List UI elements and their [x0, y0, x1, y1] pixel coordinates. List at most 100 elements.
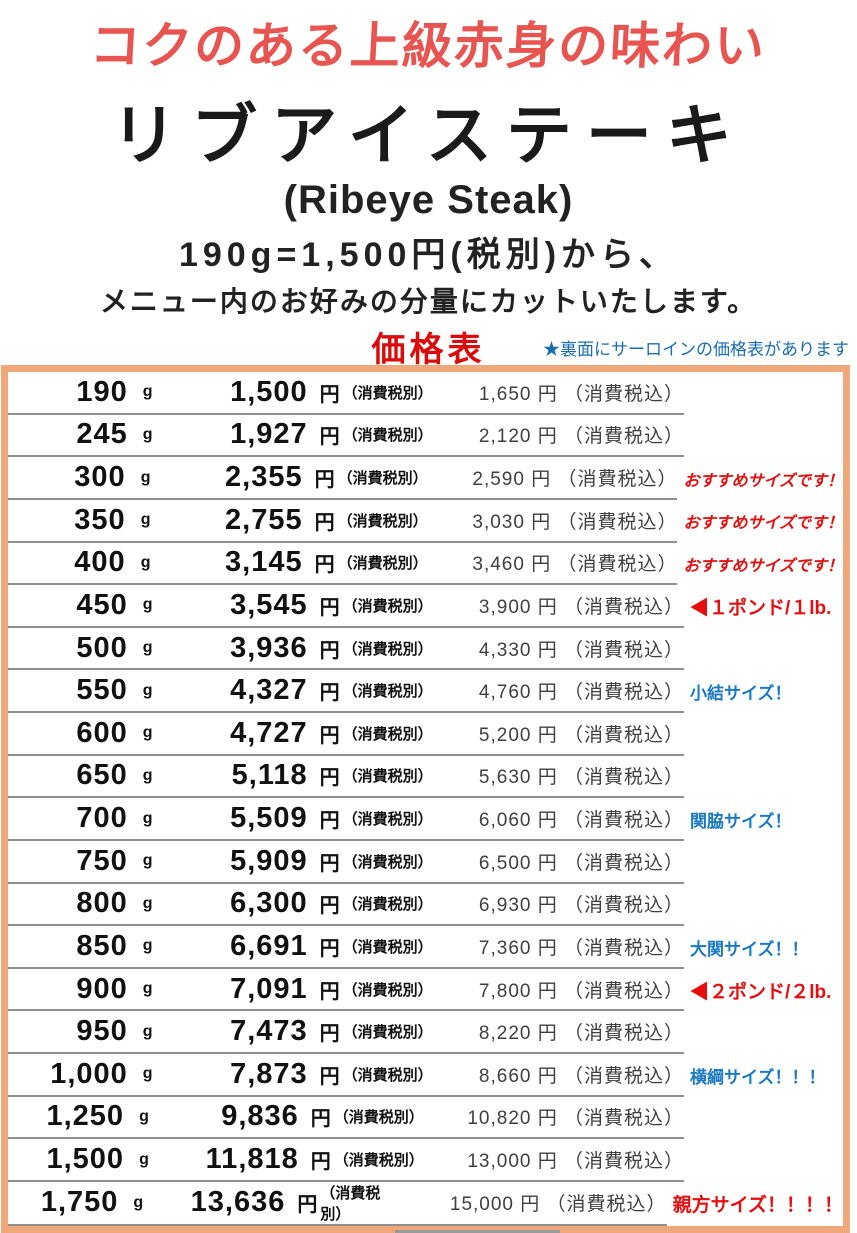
price-incl-value: 7,360 円 （消費税込） [478, 937, 685, 959]
weight-value: 1,500 [46, 1143, 125, 1176]
weight-value: 750 [76, 844, 128, 877]
table-row: 1,750 g 13,636 円 （消費税別） 15,000 円 （消費税込） … [8, 1182, 843, 1226]
tax-excl-label: （消費税別） [337, 555, 428, 573]
price-table: 190 g 1,500 円 （消費税別） 1,650 円 （消費税込） 245 … [1, 365, 850, 1233]
price-incl-value: 6,060 円 （消費税込） [478, 810, 685, 832]
table-caption-row: 価格表 ★裏面にサーロインの価格表があります [0, 322, 857, 370]
price-excl-value: 3,936 [230, 631, 308, 664]
weight-value: 500 [76, 631, 128, 664]
table-row-price-columns: 800 g 6,300 円 （消費税別） 6,930 円 （消費税込） [8, 884, 684, 927]
tax-excl-label: （消費税別） [337, 470, 428, 488]
price-excl-value: 7,091 [230, 972, 308, 1005]
price-excl-value: 11,818 [205, 1143, 299, 1176]
weight-value: 1,750 [40, 1186, 119, 1219]
table-row: 300 g 2,355 円 （消費税別） 2,590 円 （消費税込） おすすめ… [8, 457, 843, 500]
price-incl-value: 3,030 円 （消費税込） [472, 511, 678, 533]
weight-value: 300 [74, 461, 126, 494]
table-row: 350 g 2,755 円 （消費税別） 3,030 円 （消費税込） おすすめ… [8, 500, 843, 543]
price-excl-value: 1,500 [230, 375, 308, 408]
weight-value: 450 [76, 588, 128, 621]
size-note: おすすめサイズです！ [683, 472, 843, 490]
price-incl-value: 8,660 円 （消費税込） [478, 1065, 685, 1087]
tax-excl-label: （消費税別） [342, 853, 433, 871]
weight-value: 550 [76, 674, 128, 707]
yen-label: 円 [319, 895, 340, 918]
yen-label: 円 [319, 383, 340, 406]
weight-unit: g [142, 383, 153, 401]
price-excl-value: 6,300 [230, 887, 308, 920]
yen-label: 円 [310, 1151, 331, 1174]
table-row: 500 g 3,936 円 （消費税別） 4,330 円 （消費税込） [8, 628, 843, 671]
table-row: 450 g 3,545 円 （消費税別） 3,900 円 （消費税込） ◀１ポン… [8, 585, 843, 628]
size-note: 小結サイズ！ [690, 684, 792, 704]
table-row-price-columns: 550 g 4,327 円 （消費税別） 4,760 円 （消費税込） [8, 670, 684, 713]
weight-unit: g [142, 980, 153, 998]
size-note: 親方サイズ！！！！ [672, 1195, 843, 1217]
size-note [684, 713, 843, 756]
tax-excl-label: （消費税別） [333, 1152, 424, 1170]
weight-unit: g [139, 1107, 149, 1125]
price-excl-value: 5,909 [230, 844, 308, 877]
weight-value: 1,000 [50, 1057, 128, 1090]
table-row: 700 g 5,509 円 （消費税別） 6,060 円 （消費税込） 関脇サイ… [8, 798, 843, 841]
price-incl-value: 3,900 円 （消費税込） [478, 596, 685, 618]
price-table-rows: 190 g 1,500 円 （消費税別） 1,650 円 （消費税込） 245 … [8, 372, 843, 1226]
weight-unit: g [142, 937, 153, 955]
weight-value: 190 [76, 375, 128, 408]
price-excl-value: 7,473 [230, 1015, 308, 1048]
tax-excl-label: （消費税別） [342, 1024, 433, 1042]
tax-excl-label: （消費税別） [342, 640, 433, 658]
price-incl-value: 2,120 円 （消費税込） [478, 426, 685, 448]
size-note [684, 1011, 843, 1054]
weight-unit: g [142, 894, 153, 912]
weight-value: 950 [76, 1015, 128, 1048]
yen-label: 円 [319, 767, 340, 790]
price-from-line: 190g=1,500円(税別)から、 [178, 236, 679, 274]
cut-service-line: メニュー内のお好みの分量にカットいたします。 [99, 286, 758, 317]
table-row-price-columns: 600 g 4,727 円 （消費税別） 5,200 円 （消費税込） [8, 713, 684, 756]
weight-unit: g [139, 1150, 149, 1168]
weight-unit: g [142, 852, 153, 870]
table-row-price-columns: 750 g 5,909 円 （消費税別） 6,500 円 （消費税込） [8, 841, 684, 884]
tax-excl-label: （消費税別） [342, 938, 433, 956]
size-note [684, 841, 843, 884]
weight-unit: g [142, 724, 153, 742]
size-note [684, 756, 843, 799]
yen-label: 円 [319, 682, 340, 705]
weight-value: 350 [74, 503, 126, 536]
tax-excl-label: （消費税別） [333, 1109, 424, 1127]
price-excl-value: 2,755 [225, 503, 303, 536]
tax-excl-label: （消費税別） [320, 1184, 381, 1223]
weight-unit: g [142, 766, 153, 784]
table-row-price-columns: 300 g 2,355 円 （消費税別） 2,590 円 （消費税込） [8, 457, 678, 500]
weight-value: 400 [74, 546, 126, 579]
table-row-price-columns: 190 g 1,500 円 （消費税別） 1,650 円 （消費税込） [8, 372, 684, 415]
weight-value: 600 [76, 716, 128, 749]
table-row-price-columns: 1,500 g 11,818 円 （消費税別） 13,000 円 （消費税込） [8, 1139, 684, 1182]
tax-excl-label: （消費税別） [342, 896, 433, 914]
price-table-label: 価格表 [371, 330, 486, 370]
yen-label: 円 [310, 1108, 331, 1131]
yen-label: 円 [319, 724, 340, 747]
price-excl-value: 4,327 [230, 674, 308, 707]
price-incl-value: 4,330 円 （消費税込） [478, 639, 685, 661]
size-note: ◀２ポンド/２lb. [690, 981, 832, 1003]
table-row: 800 g 6,300 円 （消費税別） 6,930 円 （消費税込） [8, 884, 843, 927]
table-row-price-columns: 350 g 2,755 円 （消費税別） 3,030 円 （消費税込） [8, 500, 678, 543]
yen-label: 円 [319, 596, 340, 619]
weight-unit: g [142, 1022, 153, 1040]
weight-value: 245 [76, 418, 128, 451]
weight-unit: g [140, 468, 151, 486]
weight-unit: g [142, 425, 153, 443]
yen-label: 円 [319, 426, 340, 449]
yen-label: 円 [319, 639, 340, 662]
weight-value: 650 [76, 759, 128, 792]
tax-excl-label: （消費税別） [342, 384, 433, 402]
table-row: 190 g 1,500 円 （消費税別） 1,650 円 （消費税込） [8, 372, 843, 415]
price-excl-value: 3,545 [230, 588, 308, 621]
tax-excl-label: （消費税別） [337, 512, 428, 530]
size-note [684, 1139, 843, 1182]
weight-value: 900 [76, 972, 128, 1005]
price-incl-value: 6,500 円 （消費税込） [478, 852, 685, 874]
weight-unit: g [140, 511, 151, 529]
